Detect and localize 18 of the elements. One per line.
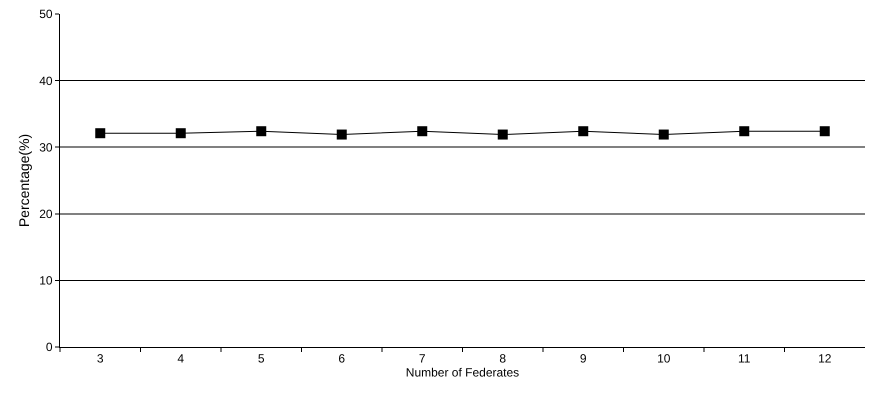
- x-tick-label: 6: [338, 351, 346, 366]
- x-tick-label: 11: [738, 351, 751, 366]
- x-tick-label: 4: [177, 351, 184, 366]
- y-tick-label: 20: [39, 207, 53, 221]
- x-tick-label: 10: [657, 351, 671, 366]
- y-tick-label: 30: [39, 140, 53, 154]
- y-tick-label: 10: [39, 274, 53, 288]
- x-tick-label: 3: [96, 351, 104, 366]
- y-axis-title: Percentage(%): [16, 134, 32, 228]
- x-tick-label: 7: [418, 351, 426, 366]
- x-tick-label: 5: [258, 351, 265, 366]
- x-tick-label: 9: [580, 351, 587, 366]
- y-tick-label: 40: [39, 74, 53, 88]
- x-tick-label: 8: [499, 351, 506, 366]
- y-tick-label: 0: [46, 340, 53, 354]
- x-tick-label: 12: [818, 351, 832, 366]
- x-axis-title: Number of Federates: [406, 365, 520, 380]
- y-tick-label: 50: [39, 7, 53, 22]
